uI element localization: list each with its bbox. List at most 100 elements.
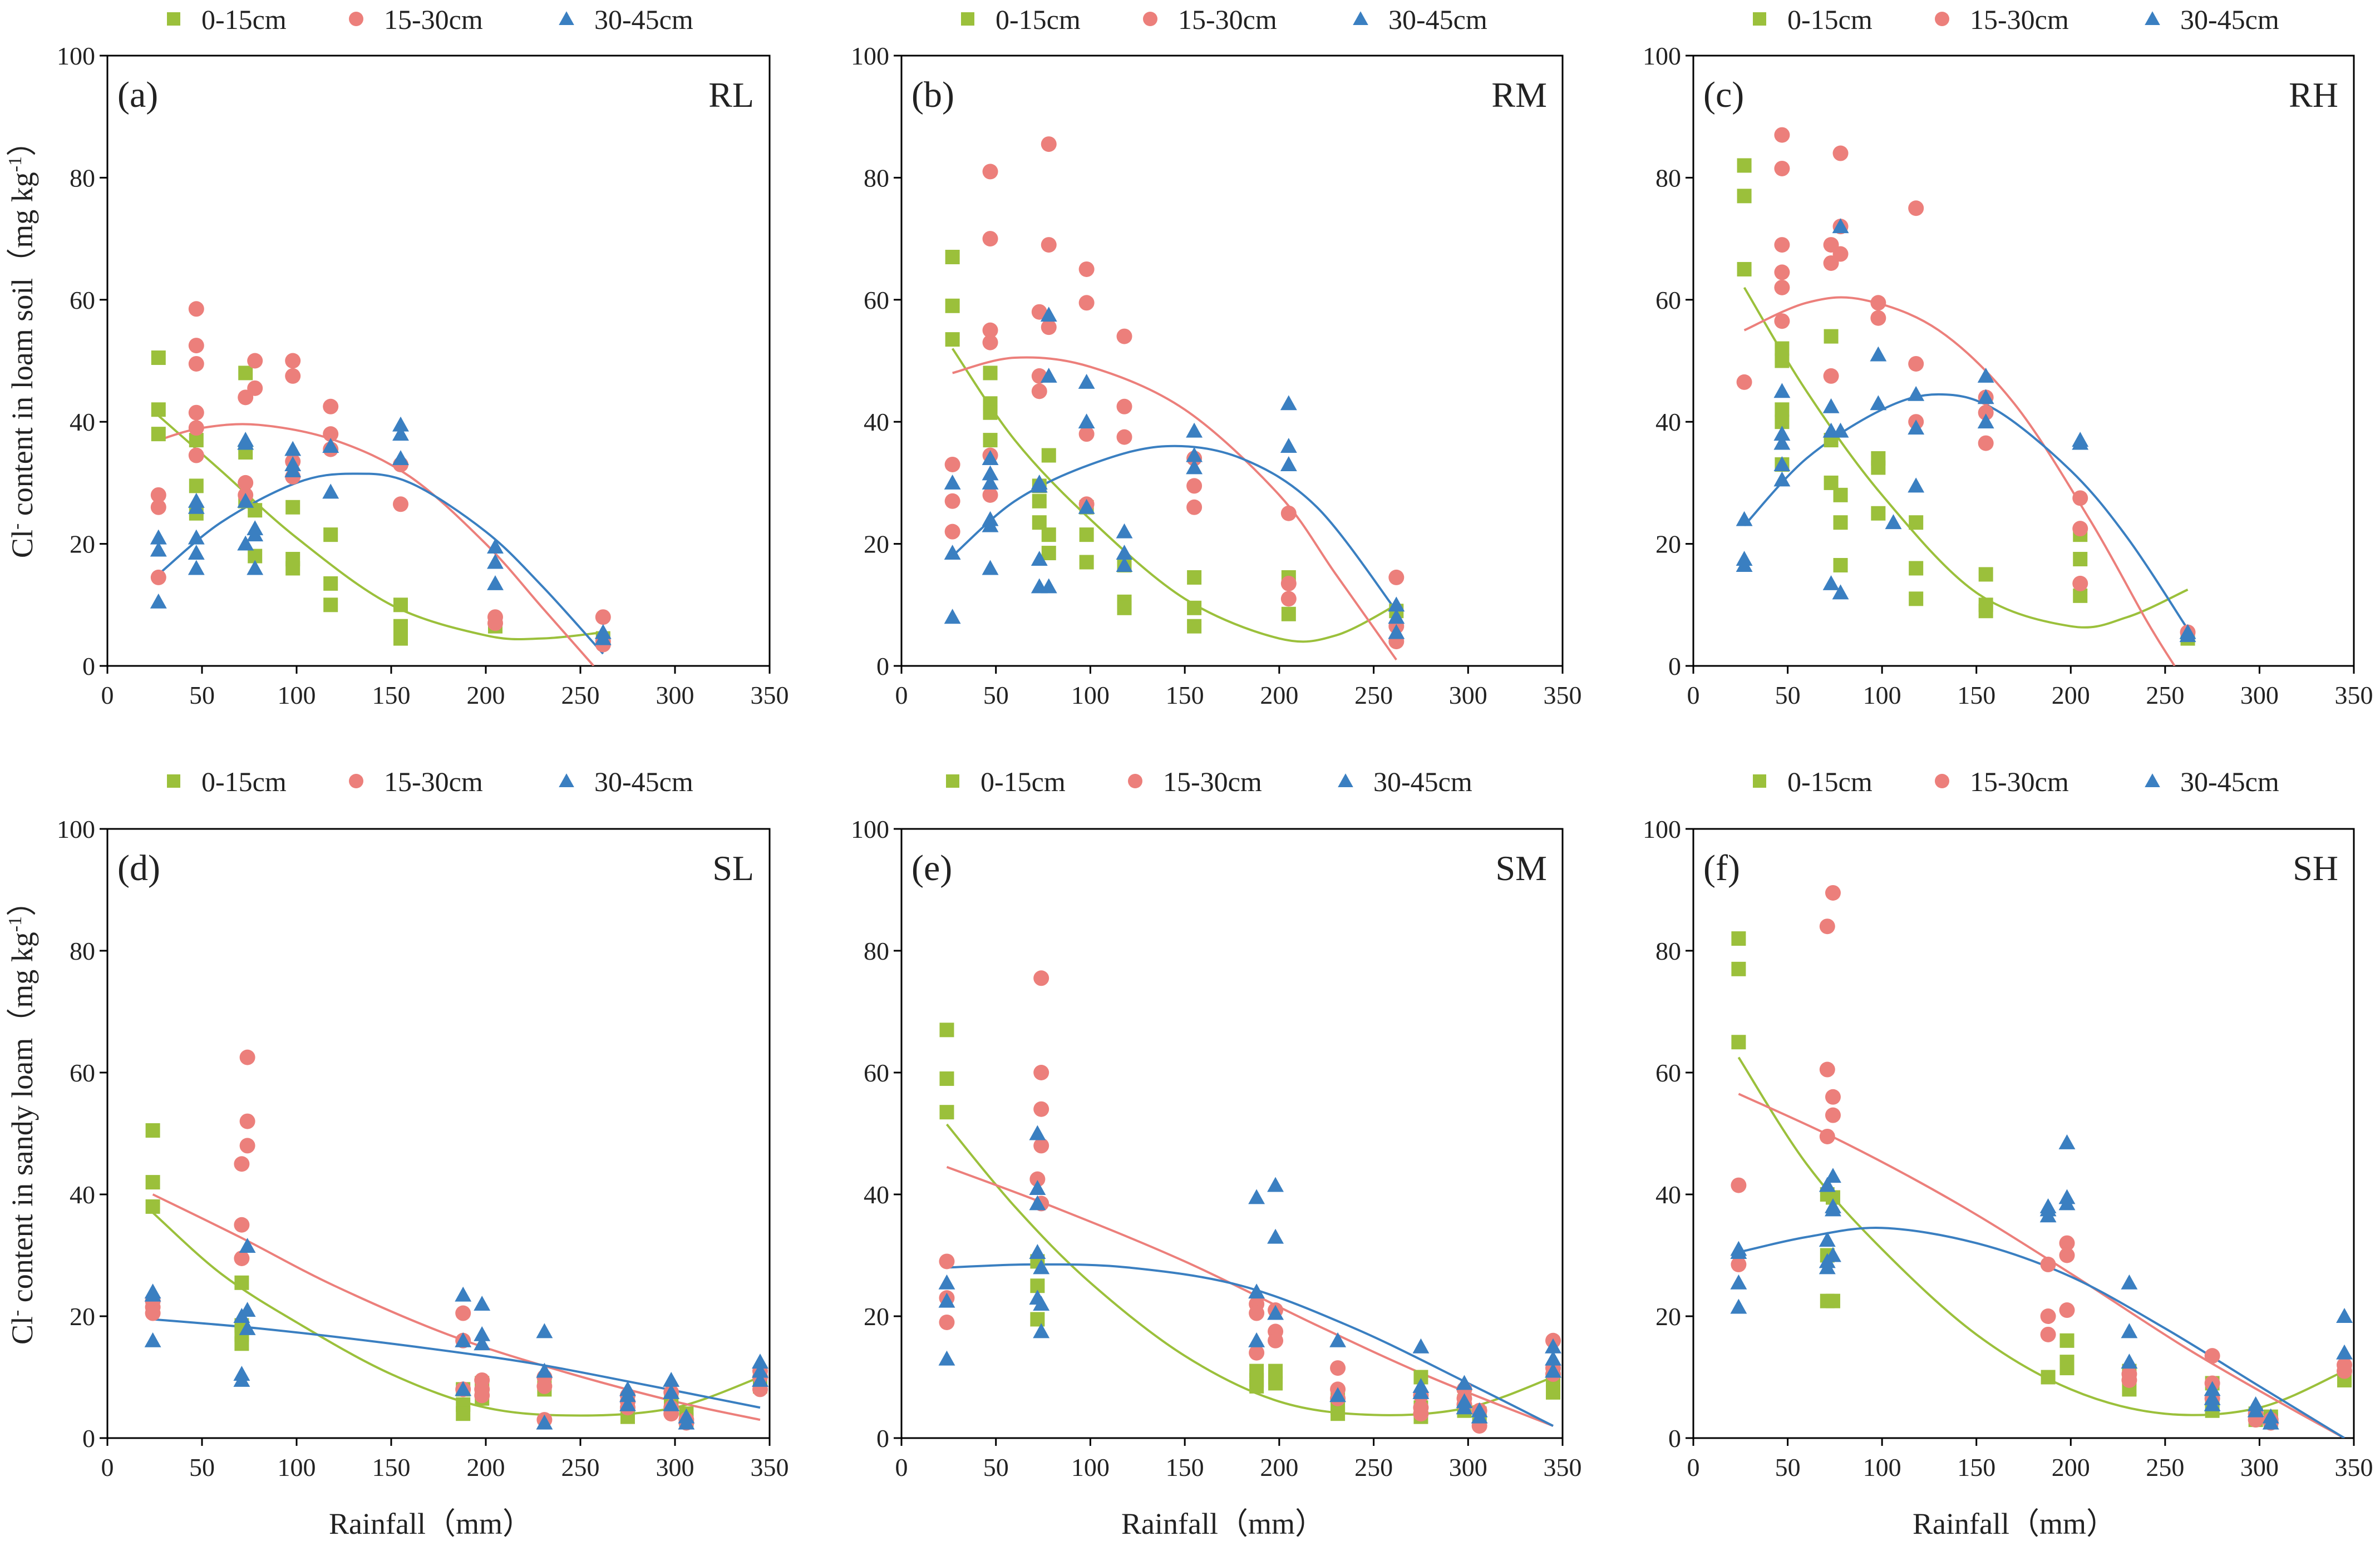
data-point-30-45cm <box>2121 1354 2138 1369</box>
data-point-15-30cm <box>238 475 254 491</box>
data-point-30-45cm <box>1773 434 1791 450</box>
data-point-0-15cm <box>1041 527 1056 542</box>
data-point-0-15cm <box>1824 475 1839 490</box>
data-point-30-45cm <box>1186 447 1203 462</box>
y-tick-label: 100 <box>1643 815 1681 843</box>
data-point-30-45cm <box>233 1372 250 1387</box>
x-tick-label: 100 <box>1863 681 1901 709</box>
data-point-15-30cm <box>1249 1305 1265 1321</box>
data-point-30-45cm <box>188 560 205 575</box>
data-point-0-15cm <box>945 250 960 265</box>
data-point-30-45cm <box>1033 1296 1050 1311</box>
y-tick-label: 20 <box>70 1302 95 1331</box>
data-point-15-30cm <box>188 447 204 463</box>
legend-marker-30-45cm <box>1353 11 1368 26</box>
legend-marker-15-30cm <box>1935 774 1949 788</box>
data-point-30-45cm <box>536 1323 553 1338</box>
data-point-30-45cm <box>1412 1338 1430 1354</box>
data-point-0-15cm <box>285 500 300 515</box>
data-point-0-15cm <box>285 561 300 576</box>
data-point-15-30cm <box>455 1305 471 1321</box>
data-point-30-45cm <box>2121 1323 2138 1338</box>
data-point-30-45cm <box>188 498 205 514</box>
y-tick-label: 40 <box>864 408 889 436</box>
data-point-15-30cm <box>188 404 204 421</box>
data-point-30-45cm <box>663 1372 680 1387</box>
plot-frame <box>1692 55 2355 667</box>
data-point-30-45cm <box>237 492 254 508</box>
data-point-15-30cm <box>1819 1128 1835 1144</box>
data-point-0-15cm <box>1731 931 1746 946</box>
legend-marker-15-30cm <box>1935 12 1949 26</box>
data-point-15-30cm <box>150 487 166 503</box>
data-point-30-45cm <box>1267 1177 1284 1192</box>
legend: 0-15cm 15-30cm 30-45cm <box>167 4 693 35</box>
data-point-15-30cm <box>188 420 204 436</box>
data-point-0-15cm <box>151 402 166 417</box>
data-point-30-45cm <box>1040 367 1057 383</box>
legend: 0-15cm 15-30cm 30-45cm <box>946 766 1472 797</box>
ylabel-bottom: Cl- content in sandy loam（mg kg-1） <box>5 886 39 1345</box>
data-point-30-45cm <box>144 1332 161 1347</box>
legend-label: 0-15cm <box>980 766 1066 797</box>
data-point-30-45cm <box>1773 471 1791 487</box>
data-point-30-45cm <box>322 438 339 453</box>
data-point-0-15cm <box>393 619 408 634</box>
data-point-30-45cm <box>1033 1323 1050 1338</box>
data-point-30-45cm <box>1471 1408 1488 1424</box>
data-point-0-15cm <box>983 433 998 448</box>
y-tick-label: 20 <box>1655 1302 1681 1331</box>
data-point-30-45cm <box>2072 434 2089 450</box>
x-tick-label: 150 <box>372 681 411 709</box>
data-point-15-30cm <box>1774 237 1790 253</box>
xlabel-e: Rainfall（mm） <box>1121 1507 1325 1540</box>
data-point-30-45cm <box>474 1335 491 1351</box>
data-point-0-15cm <box>1871 460 1886 475</box>
x-tick-label: 100 <box>1863 1453 1901 1481</box>
data-point-0-15cm <box>1825 1293 1840 1308</box>
data-point-30-45cm <box>1248 1189 1265 1204</box>
data-point-15-30cm <box>1825 1089 1841 1105</box>
plot-frame <box>106 55 771 667</box>
x-tick-label: 350 <box>1544 1453 1582 1481</box>
fit-curve-30-45cm <box>952 444 1397 612</box>
data-point-30-45cm <box>1040 578 1057 594</box>
data-point-30-45cm <box>1456 1375 1473 1390</box>
data-point-0-15cm <box>1041 546 1056 561</box>
x-tick-label: 250 <box>2146 1453 2184 1481</box>
data-point-0-15cm <box>1737 261 1752 276</box>
data-point-15-30cm <box>1041 319 1057 335</box>
data-point-0-15cm <box>1731 1035 1746 1050</box>
data-point-30-45cm <box>1832 422 1849 438</box>
x-tick-label: 300 <box>1449 681 1487 709</box>
y-tick-label: 0 <box>82 1424 95 1453</box>
data-point-30-45cm <box>1819 1232 1836 1247</box>
y-tick-label: 80 <box>864 164 889 192</box>
data-point-30-45cm <box>944 545 961 560</box>
fit-curve-0-15cm <box>945 1123 1554 1416</box>
data-point-15-30cm <box>1774 160 1790 176</box>
data-point-0-15cm <box>1737 158 1752 173</box>
data-point-30-45cm <box>1832 584 1849 600</box>
data-point-15-30cm <box>474 1387 490 1404</box>
data-point-15-30cm <box>1268 1332 1284 1349</box>
data-point-15-30cm <box>234 1156 250 1172</box>
plot-frame <box>106 828 771 1439</box>
data-point-30-45cm <box>619 1396 636 1411</box>
y-tick-label: 60 <box>864 1059 889 1087</box>
data-point-0-15cm <box>1978 567 1993 582</box>
y-tick-label: 80 <box>70 937 95 965</box>
x-tick-label: 300 <box>656 681 694 709</box>
data-point-30-45cm <box>1186 422 1203 438</box>
data-point-0-15cm <box>1978 604 1993 619</box>
data-point-30-45cm <box>237 535 254 551</box>
data-point-15-30cm <box>1832 246 1849 262</box>
data-point-0-15cm <box>1041 448 1056 463</box>
x-tick-label: 350 <box>2335 681 2373 709</box>
data-point-15-30cm <box>1033 1138 1049 1154</box>
legend-marker-15-30cm <box>349 12 363 26</box>
y-tick-label: 40 <box>70 1180 95 1209</box>
x-tick-label: 250 <box>1354 1453 1393 1481</box>
data-point-30-45cm <box>2336 1308 2353 1323</box>
